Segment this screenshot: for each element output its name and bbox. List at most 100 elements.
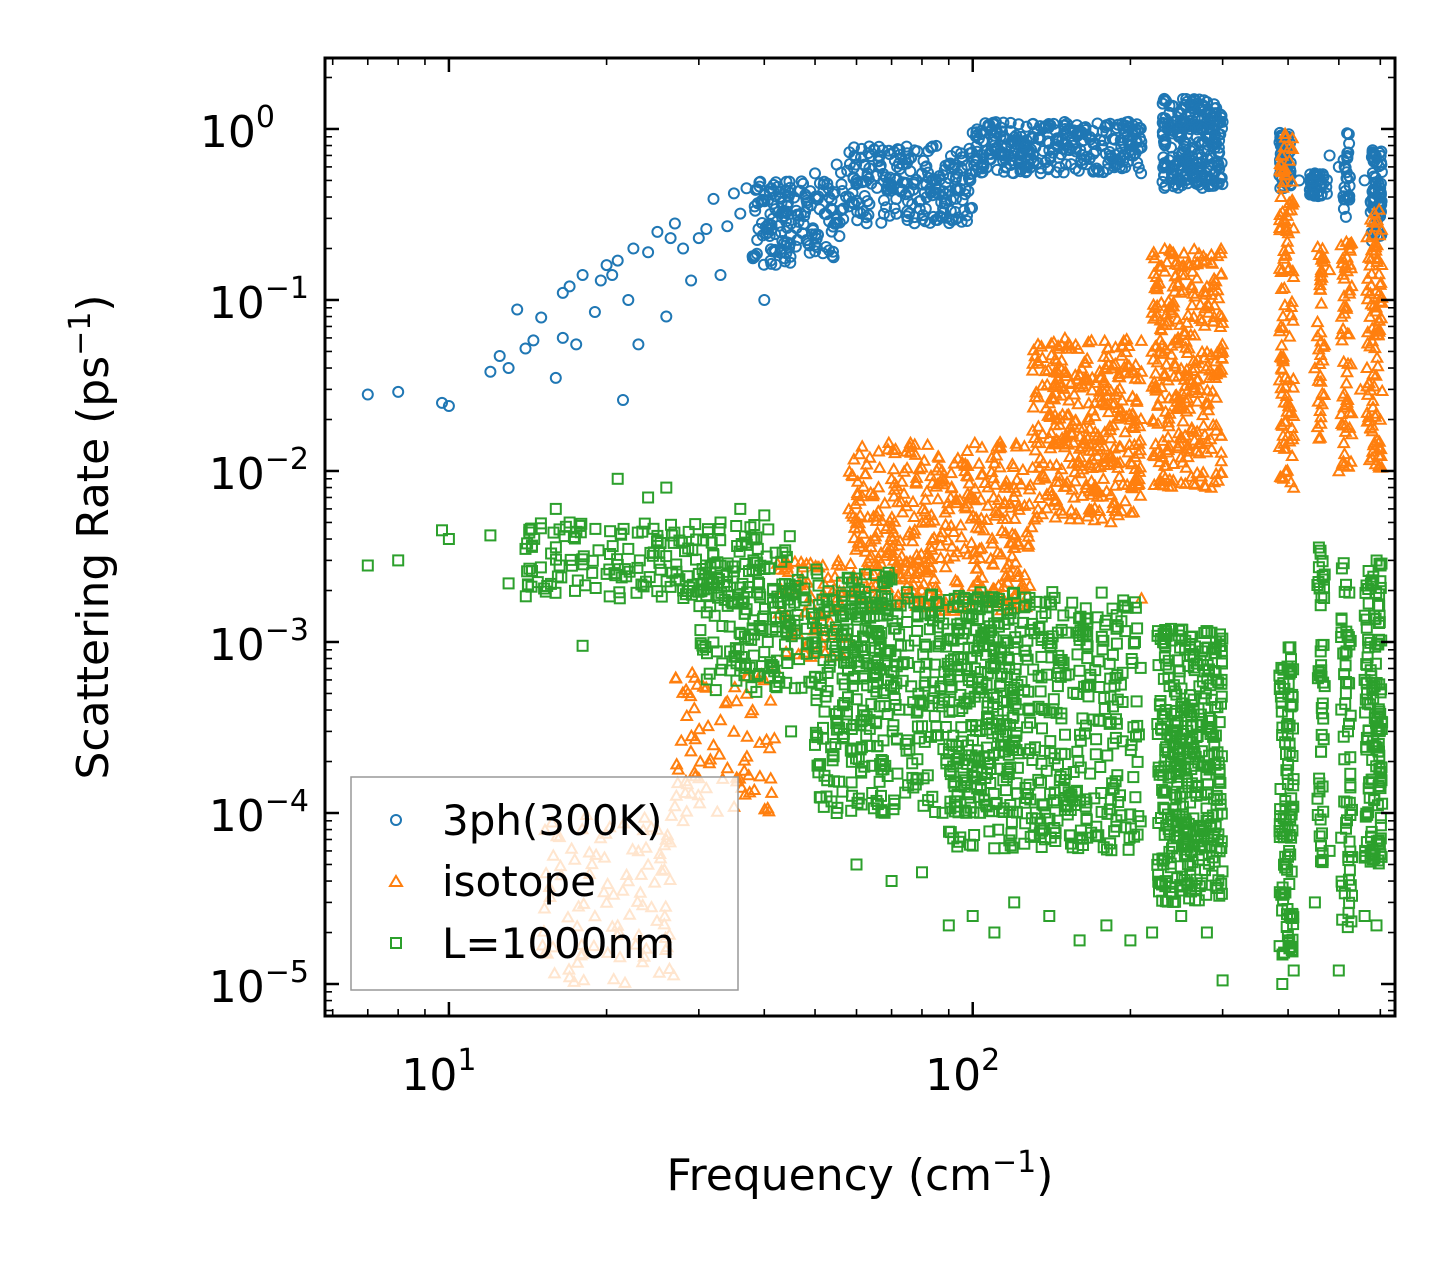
point-isotope (1106, 418, 1121, 431)
point-l-1000nm (992, 620, 1005, 633)
point-3ph-300k (901, 147, 914, 160)
point-isotope (1065, 456, 1080, 469)
point-isotope (1101, 404, 1116, 418)
point-isotope (963, 488, 978, 501)
point-isotope (1286, 221, 1301, 234)
point-isotope (1169, 254, 1184, 267)
point-l-1000nm (768, 665, 781, 678)
point-isotope (1123, 412, 1138, 425)
point-l-1000nm (1283, 936, 1295, 949)
point-isotope (752, 769, 767, 782)
point-l-1000nm (654, 563, 667, 576)
point-3ph-300k (1339, 210, 1352, 223)
point-isotope (1057, 330, 1072, 344)
point-isotope (1058, 428, 1073, 441)
point-l-1000nm (1156, 894, 1169, 907)
point-isotope (1047, 365, 1062, 378)
point-l-1000nm (1183, 706, 1196, 719)
point-3ph-300k (1212, 177, 1225, 190)
point-isotope (1191, 371, 1206, 385)
point-l-1000nm (1168, 717, 1181, 730)
point-isotope (843, 556, 858, 569)
point-l-1000nm (682, 525, 695, 538)
point-l-1000nm (1064, 804, 1077, 816)
point-isotope (848, 496, 863, 510)
point-l-1000nm (1131, 755, 1144, 768)
point-isotope (1010, 564, 1025, 577)
point-l-1000nm (1131, 719, 1144, 732)
point-l-1000nm (990, 691, 1003, 704)
point-isotope (1022, 578, 1037, 591)
point-3ph-300k (809, 228, 822, 241)
point-l-1000nm (1366, 739, 1379, 752)
point-isotope (905, 494, 920, 507)
point-isotope (1026, 400, 1041, 413)
point-isotope (1213, 465, 1228, 478)
point-l-1000nm (970, 719, 982, 732)
point-l-1000nm (1011, 636, 1024, 649)
point-l-1000nm (1284, 641, 1297, 654)
point-isotope (1124, 505, 1139, 518)
point-isotope (923, 468, 938, 482)
point-l-1000nm (1366, 773, 1379, 786)
point-l-1000nm (756, 612, 769, 625)
point-3ph-300k (1020, 120, 1033, 133)
point-l-1000nm (1091, 830, 1104, 843)
point-l-1000nm (917, 772, 930, 785)
point-l-1000nm (748, 519, 761, 531)
point-isotope (1335, 389, 1350, 402)
point-isotope (880, 442, 895, 455)
point-l-1000nm (942, 660, 955, 673)
point-l-1000nm (1076, 712, 1089, 725)
point-l-1000nm (704, 600, 717, 613)
point-isotope (1335, 333, 1350, 346)
point-isotope (1027, 430, 1042, 443)
point-l-1000nm (869, 569, 882, 582)
point-isotope (1122, 358, 1137, 372)
point-l-1000nm (1059, 728, 1071, 741)
point-l-1000nm (1215, 644, 1228, 657)
point-isotope (712, 747, 727, 760)
point-3ph-300k (727, 187, 740, 200)
point-l-1000nm (644, 546, 657, 559)
point-l-1000nm (850, 719, 863, 732)
point-isotope (1146, 447, 1161, 461)
point-isotope (1370, 250, 1385, 263)
point-3ph-300k (1172, 156, 1185, 168)
point-isotope (1364, 251, 1379, 264)
point-l-1000nm (1316, 827, 1328, 840)
point-l-1000nm (1129, 636, 1141, 648)
point-isotope (706, 737, 721, 751)
point-l-1000nm (917, 799, 930, 812)
point-3ph-300k (700, 223, 713, 235)
point-l-1000nm (1200, 625, 1213, 638)
point-3ph-300k (782, 196, 794, 209)
point-3ph-300k (1101, 119, 1114, 131)
point-isotope (1208, 370, 1223, 383)
point-l-1000nm (758, 563, 771, 575)
point-l-1000nm (1046, 586, 1059, 599)
point-l-1000nm (1279, 861, 1292, 874)
point-3ph-300k (617, 394, 629, 406)
point-3ph-300k (1033, 133, 1046, 146)
point-l-1000nm (1004, 607, 1017, 620)
point-l-1000nm (1185, 708, 1198, 721)
point-isotope (852, 446, 867, 460)
point-isotope (1181, 341, 1196, 354)
point-isotope (692, 721, 707, 735)
point-3ph-300k (1308, 167, 1321, 180)
point-isotope (1059, 368, 1074, 382)
point-l-1000nm (751, 542, 764, 555)
point-3ph-300k (943, 185, 956, 198)
point-l-1000nm (814, 678, 827, 691)
point-isotope (1201, 402, 1216, 416)
point-isotope (918, 492, 933, 505)
point-isotope (1372, 202, 1387, 215)
point-isotope (1276, 320, 1291, 334)
point-isotope (1340, 364, 1355, 378)
point-l-1000nm (1171, 850, 1184, 863)
point-isotope (1146, 297, 1161, 310)
point-l-1000nm (944, 654, 957, 667)
point-isotope (930, 491, 945, 505)
